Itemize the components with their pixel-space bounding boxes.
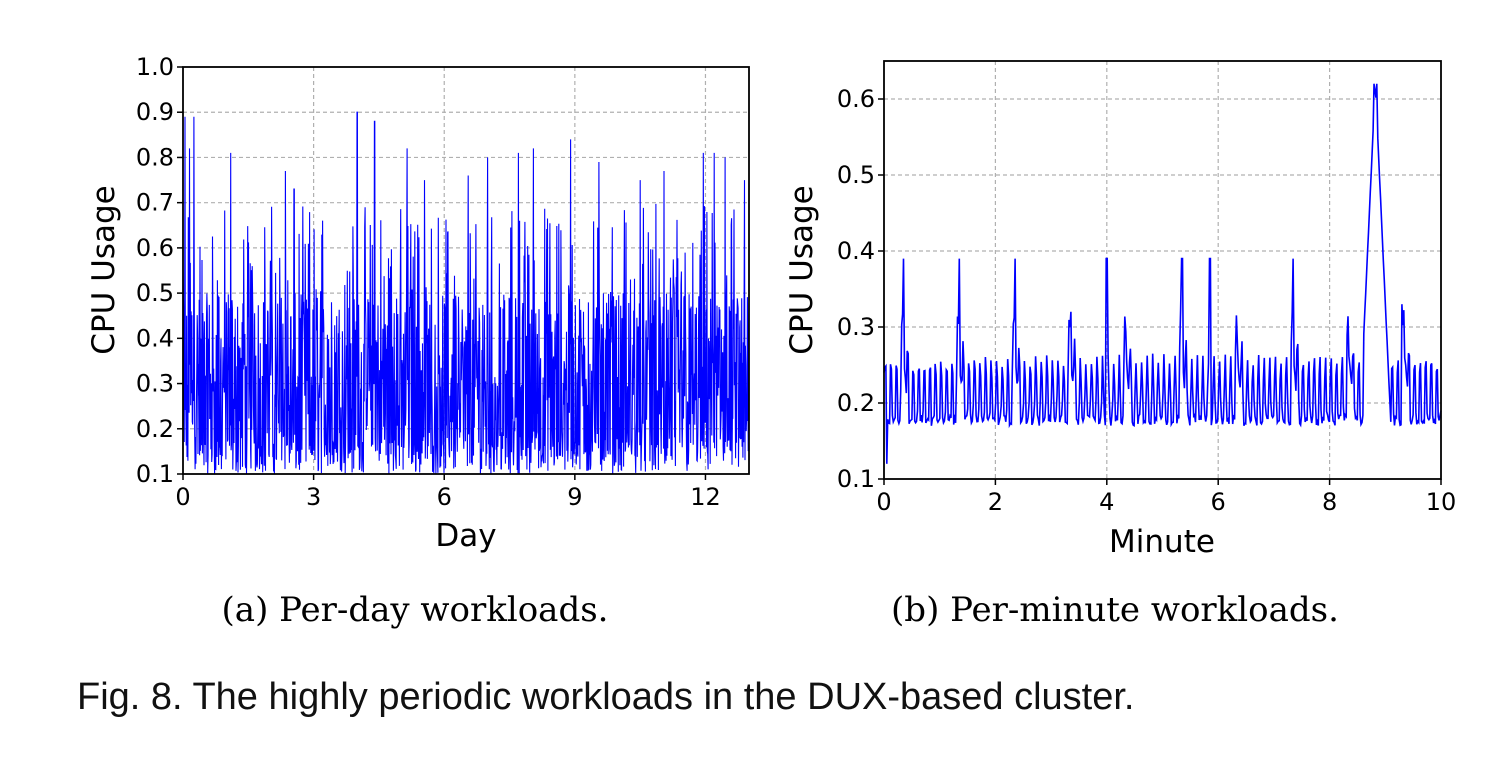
chart-a-ytick-label: 0.1: [136, 460, 174, 488]
chart-b-ytick-label: 0.4: [837, 237, 875, 265]
chart-a-ytick-label: 0.2: [136, 415, 174, 443]
chart-a-xtick-label: 6: [437, 483, 452, 511]
chart-a-ytick-label: 0.3: [136, 370, 174, 398]
chart-a-ytick-label: 0.5: [136, 279, 174, 307]
chart-a-frame: [182, 66, 750, 475]
chart-a-ytick-label: 0.9: [136, 98, 174, 126]
chart-b-xtick-label: 4: [1099, 488, 1114, 516]
chart-b-series: [883, 83, 1442, 464]
chart-b-frame: [883, 60, 1442, 480]
chart-a-ytick-label: 1.0: [136, 53, 174, 81]
chart-a-ylabel: CPU Usage: [86, 185, 122, 354]
chart-b-ylabel: CPU Usage: [784, 185, 820, 354]
chart-b-xtick-label: 8: [1322, 488, 1337, 516]
chart-a-xlabel: Day: [435, 518, 496, 554]
chart-b-subcaption: (b) Per-minute workloads.: [891, 590, 1339, 630]
chart-b-ytick-label: 0.2: [837, 389, 875, 417]
chart-a-ytick-label: 0.6: [136, 234, 174, 262]
chart-a-xtick-label: 3: [306, 483, 321, 511]
chart-b-xtick-label: 10: [1426, 488, 1457, 516]
chart-a-xtick-label: 12: [690, 483, 721, 511]
chart-b-series-line: [883, 83, 1442, 464]
chart-a-series-line: [183, 111, 749, 474]
chart-a-subcaption: (a) Per-day workloads.: [222, 590, 609, 630]
chart-a-xtick-label: 9: [567, 483, 582, 511]
chart-b-ticks: 0 2 4 6 8 10 0.1 0.2 0.3 0.4 0.5 0.6: [837, 85, 1456, 516]
chart-a-xtick-label: 0: [175, 483, 190, 511]
chart-b-ytick-label: 0.3: [837, 313, 875, 341]
chart-b-xtick-label: 6: [1211, 488, 1226, 516]
chart-b-ytick-label: 0.6: [837, 85, 875, 113]
chart-b-xtick-label: 0: [876, 488, 891, 516]
chart-a-series: [183, 111, 749, 474]
chart-b: 0 2 4 6 8 10 0.1 0.2 0.3 0.4 0.5 0.6 Minute CPU Usa…: [784, 60, 1456, 630]
chart-b-xtick-label: 2: [988, 488, 1003, 516]
chart-a: 0 3 6 9 12 0.1 0.2 0.3 0.4 0.5 0.6 0.7 0.8 0.9 1.0 Day…: [86, 53, 750, 630]
chart-a-ytick-label: 0.8: [136, 143, 174, 171]
chart-a-ticks: 0 3 6 9 12 0.1 0.2 0.3 0.4 0.5 0.6 0.7 0.8 0.9 1.0: [136, 53, 721, 511]
chart-b-ytick-label: 0.5: [837, 161, 875, 189]
chart-b-xlabel: Minute: [1109, 524, 1215, 560]
figure-caption: Fig. 8. The highly periodic workloads in…: [77, 676, 1135, 718]
chart-a-ytick-label: 0.7: [136, 189, 174, 217]
chart-b-ytick-label: 0.1: [837, 465, 875, 493]
chart-a-ytick-label: 0.4: [136, 324, 174, 352]
